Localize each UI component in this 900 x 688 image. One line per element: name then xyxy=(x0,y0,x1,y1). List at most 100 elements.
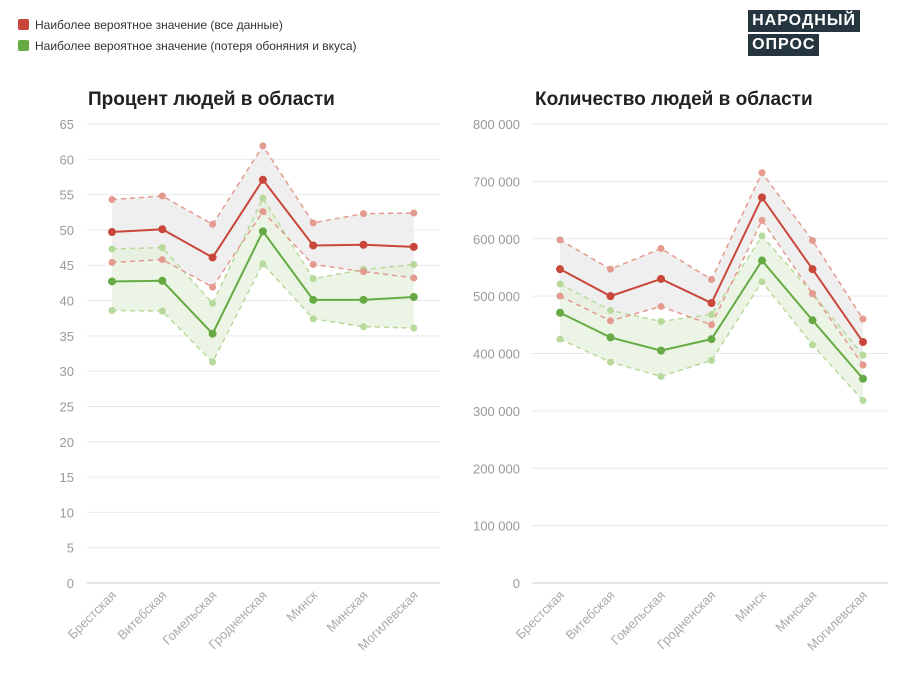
series-smell-taste-point xyxy=(707,335,716,344)
all-upper-point xyxy=(309,219,317,227)
legend-item-all-data[interactable]: Наиболее вероятное значение (все данные) xyxy=(18,14,357,35)
series-all-data-point xyxy=(859,338,867,347)
all-upper-point xyxy=(360,210,367,218)
all-upper-point xyxy=(556,236,564,244)
all-lower-point xyxy=(108,258,116,266)
all-upper-point xyxy=(410,209,418,217)
y-tick-label: 20 xyxy=(60,435,74,450)
smell-lower-point xyxy=(809,341,816,349)
series-all-data-point xyxy=(707,299,716,308)
y-tick-label: 45 xyxy=(60,258,74,273)
smell-lower-point xyxy=(859,397,867,405)
all-upper-point xyxy=(108,196,116,204)
smell-upper-point xyxy=(410,261,418,269)
all-lower-point xyxy=(360,268,367,276)
smell-lower-point xyxy=(259,260,267,268)
all-lower-point xyxy=(309,261,317,269)
series-smell-taste-point xyxy=(409,293,418,302)
y-tick-label: 0 xyxy=(513,576,520,591)
series-all-data-point xyxy=(657,274,665,283)
series-smell-taste-point xyxy=(309,295,318,304)
all-lower-point xyxy=(758,216,766,224)
smell-lower-point xyxy=(209,358,217,366)
y-tick-label: 500 000 xyxy=(473,289,520,304)
band-smell-taste xyxy=(112,198,414,362)
smell-lower-point xyxy=(360,323,367,331)
series-all-data-point xyxy=(409,242,418,251)
smell-lower-point xyxy=(108,306,116,314)
y-tick-label: 0 xyxy=(67,576,74,591)
logo-line-2: ОПРОС xyxy=(748,34,820,56)
smell-upper-point xyxy=(259,194,267,202)
x-tick-label: Брестская xyxy=(65,588,119,642)
y-tick-label: 30 xyxy=(60,364,74,379)
series-all-data-point xyxy=(258,175,267,184)
band-all-data xyxy=(560,172,863,365)
all-lower-point xyxy=(209,283,217,291)
smell-lower-point xyxy=(758,278,766,286)
smell-lower-point xyxy=(657,372,665,380)
all-upper-point xyxy=(607,265,614,273)
smell-upper-point xyxy=(859,351,867,359)
smell-upper-point xyxy=(309,275,317,283)
legend-swatch-green xyxy=(18,40,29,51)
logo-line-1: НАРОДНЫЙ xyxy=(748,10,860,32)
series-all-data-point xyxy=(208,253,217,262)
y-tick-label: 60 xyxy=(60,152,74,167)
y-tick-label: 400 000 xyxy=(473,347,520,362)
smell-upper-point xyxy=(209,299,217,307)
chart-2: Количество людей в области 0 100 000 200 00… xyxy=(473,89,888,654)
series-smell-taste-point xyxy=(556,308,564,317)
smell-upper-point xyxy=(556,280,564,288)
series-smell-taste-point xyxy=(158,276,167,285)
y-tick-label: 300 000 xyxy=(473,404,520,419)
smell-upper-point xyxy=(607,306,614,314)
chart-title: Количество людей в области xyxy=(535,89,813,110)
all-upper-point xyxy=(209,220,217,228)
legend-item-smell-taste[interactable]: Наиболее вероятное значение (потеря обон… xyxy=(18,35,357,56)
y-tick-label: 5 xyxy=(67,541,74,556)
smell-upper-point xyxy=(657,317,665,325)
smell-lower-point xyxy=(410,324,418,332)
y-tick-label: 65 xyxy=(60,117,74,132)
all-upper-point xyxy=(809,236,816,244)
series-smell-taste-point xyxy=(108,277,116,286)
series-all-data-point xyxy=(359,240,368,249)
series-smell-taste-point xyxy=(808,316,817,325)
legend-swatch-red xyxy=(18,19,29,30)
band-smell-taste xyxy=(560,235,863,401)
series-all-data-point xyxy=(606,292,615,301)
all-upper-point xyxy=(657,245,665,253)
chart-title: Процент людей в области xyxy=(88,89,335,110)
smell-lower-point xyxy=(556,335,564,343)
all-lower-point xyxy=(657,302,665,310)
all-upper-point xyxy=(708,275,715,283)
y-tick-label: 15 xyxy=(60,470,74,485)
logo: НАРОДНЫЙ ОПРОС xyxy=(748,10,860,58)
all-lower-point xyxy=(410,274,418,282)
all-lower-point xyxy=(259,208,267,216)
smell-upper-point xyxy=(708,310,715,318)
series-smell-taste-point xyxy=(758,256,766,265)
y-tick-label: 800 000 xyxy=(473,117,520,132)
y-tick-label: 55 xyxy=(60,188,74,203)
all-lower-point xyxy=(708,321,715,329)
y-tick-label: 700 000 xyxy=(473,174,520,189)
y-tick-label: 40 xyxy=(60,294,74,309)
smell-upper-point xyxy=(758,232,766,240)
y-tick-label: 600 000 xyxy=(473,232,520,247)
series-all-data-point xyxy=(108,228,116,237)
chart-1: Процент людей в области 0 5 10 15 20 25 30 35 40 4… xyxy=(60,89,440,654)
all-lower-point xyxy=(158,256,166,264)
all-lower-point xyxy=(809,290,816,298)
series-all-data-point xyxy=(758,193,766,202)
y-tick-label: 10 xyxy=(60,505,74,520)
band-all-data xyxy=(112,145,414,288)
all-upper-point xyxy=(859,315,867,323)
y-tick-label: 100 000 xyxy=(473,519,520,534)
y-tick-label: 25 xyxy=(60,399,74,414)
all-upper-point xyxy=(158,192,166,200)
smell-lower-point xyxy=(158,307,166,315)
y-tick-label: 35 xyxy=(60,329,74,344)
